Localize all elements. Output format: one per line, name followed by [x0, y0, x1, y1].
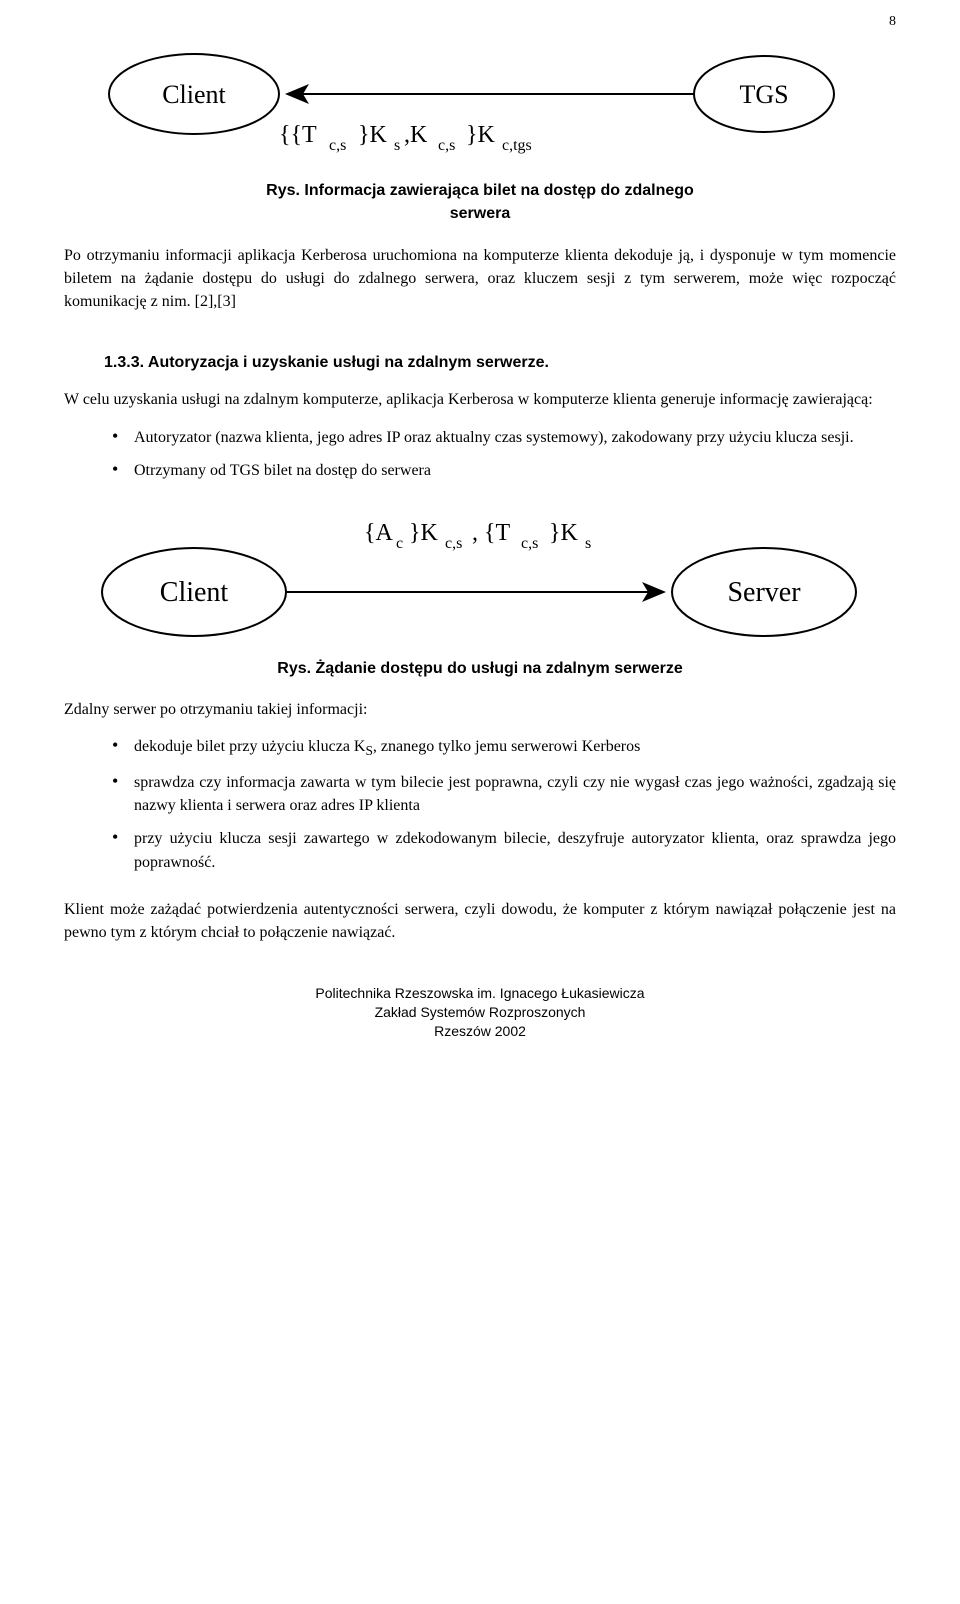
svg-text:, {T: , {T: [472, 520, 511, 546]
diagram-service-request: Client Server {Ac }K c,s , {T c,s }K s: [64, 502, 896, 649]
svg-text:{A: {A: [364, 520, 394, 546]
diagram-ticket-info: Client TGS {{T c,s }K s,K c,s }K c,tgs: [64, 44, 896, 171]
caption-diagram2: Rys. Żądanie dostępu do usługi na zdalny…: [64, 657, 896, 680]
svg-text:c,s: c,s: [445, 535, 462, 552]
svg-text:}K: }K: [358, 122, 388, 148]
list-item: sprawdza czy informacja zawarta w tym bi…: [112, 771, 896, 817]
svg-text:s: s: [394, 137, 400, 154]
svg-text:c,tgs: c,tgs: [502, 137, 532, 154]
list-item: Autoryzator (nazwa klienta, jego adres I…: [112, 426, 896, 449]
svg-text:Client: Client: [162, 80, 226, 109]
page-footer: Politechnika Rzeszowska im. Ignacego Łuk…: [64, 984, 896, 1041]
svg-text:Server: Server: [727, 577, 801, 608]
paragraph-conclusion: Klient może zażądać potwierdzenia autent…: [64, 898, 896, 944]
footer-line-3: Rzeszów 2002: [64, 1022, 896, 1041]
footer-line-2: Zakład Systemów Rozproszonych: [64, 1003, 896, 1022]
footer-line-1: Politechnika Rzeszowska im. Ignacego Łuk…: [64, 984, 896, 1003]
list-item: Otrzymany od TGS bilet na dostęp do serw…: [112, 459, 896, 482]
svg-text:,K: ,K: [404, 122, 428, 148]
list-item: przy użyciu klucza sesji zawartego w zde…: [112, 827, 896, 873]
paragraph-intro: Po otrzymaniu informacji aplikacja Kerbe…: [64, 244, 896, 314]
svg-text:{{T: {{T: [279, 122, 317, 148]
svg-text:c,s: c,s: [521, 535, 538, 552]
caption-diagram1: Rys. Informacja zawierająca bilet na dos…: [64, 179, 896, 225]
svg-text:c,s: c,s: [329, 137, 346, 154]
svg-text:}K: }K: [466, 122, 496, 148]
paragraph-setup: W celu uzyskania usługi na zdalnym kompu…: [64, 388, 896, 411]
list-item: dekoduje bilet przy użyciu klucza KS, zn…: [112, 735, 896, 761]
svg-text:}K: }K: [409, 520, 439, 546]
page-number: 8: [889, 12, 896, 32]
svg-text:s: s: [585, 535, 591, 552]
paragraph-server-response: Zdalny serwer po otrzymaniu takiej infor…: [64, 698, 896, 721]
svg-text:c: c: [396, 535, 403, 552]
bullet-list-1: Autoryzator (nazwa klienta, jego adres I…: [64, 426, 896, 482]
svg-text:c,s: c,s: [438, 137, 455, 154]
svg-text:TGS: TGS: [739, 80, 788, 109]
bullet-list-2: dekoduje bilet przy użyciu klucza KS, zn…: [64, 735, 896, 873]
section-heading: 1.3.3. Autoryzacja i uzyskanie usługi na…: [104, 351, 896, 374]
svg-text:Client: Client: [160, 577, 229, 608]
svg-text:}K: }K: [549, 520, 579, 546]
